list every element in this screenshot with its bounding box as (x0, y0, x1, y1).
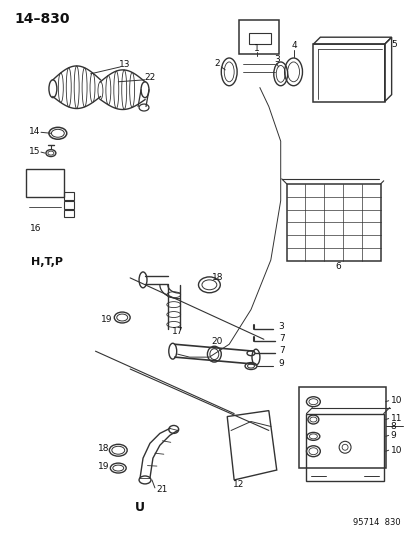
Text: 18: 18 (97, 444, 109, 453)
Text: 14–830: 14–830 (14, 12, 70, 26)
Text: 19: 19 (97, 462, 109, 471)
Text: 7: 7 (278, 346, 284, 354)
Text: 18: 18 (211, 273, 223, 282)
Text: 20: 20 (211, 337, 223, 346)
Text: 10: 10 (390, 446, 401, 455)
Text: H,T,P: H,T,P (31, 257, 63, 267)
Text: 5: 5 (391, 39, 396, 49)
Text: 12: 12 (233, 480, 244, 489)
Text: 2: 2 (214, 60, 220, 68)
Text: 22: 22 (144, 74, 155, 82)
Text: 11: 11 (390, 414, 401, 423)
Text: 9: 9 (390, 431, 395, 440)
Text: 14: 14 (29, 127, 40, 136)
Text: 16: 16 (30, 224, 42, 233)
Text: U: U (135, 501, 145, 514)
Text: 9: 9 (278, 359, 284, 368)
Text: 17: 17 (171, 327, 183, 336)
Text: 95714  830: 95714 830 (352, 518, 400, 527)
Text: 4: 4 (291, 41, 297, 50)
Text: 13: 13 (119, 60, 131, 69)
Text: 3: 3 (273, 55, 279, 64)
Text: 8: 8 (390, 422, 395, 431)
Text: 15: 15 (29, 147, 40, 156)
Text: 3: 3 (278, 322, 284, 331)
Text: 10: 10 (390, 396, 401, 405)
Text: 7: 7 (278, 334, 284, 343)
Text: 6: 6 (335, 262, 340, 271)
Text: 19: 19 (100, 315, 112, 324)
Text: 21: 21 (156, 486, 167, 494)
Text: 1: 1 (254, 44, 259, 53)
